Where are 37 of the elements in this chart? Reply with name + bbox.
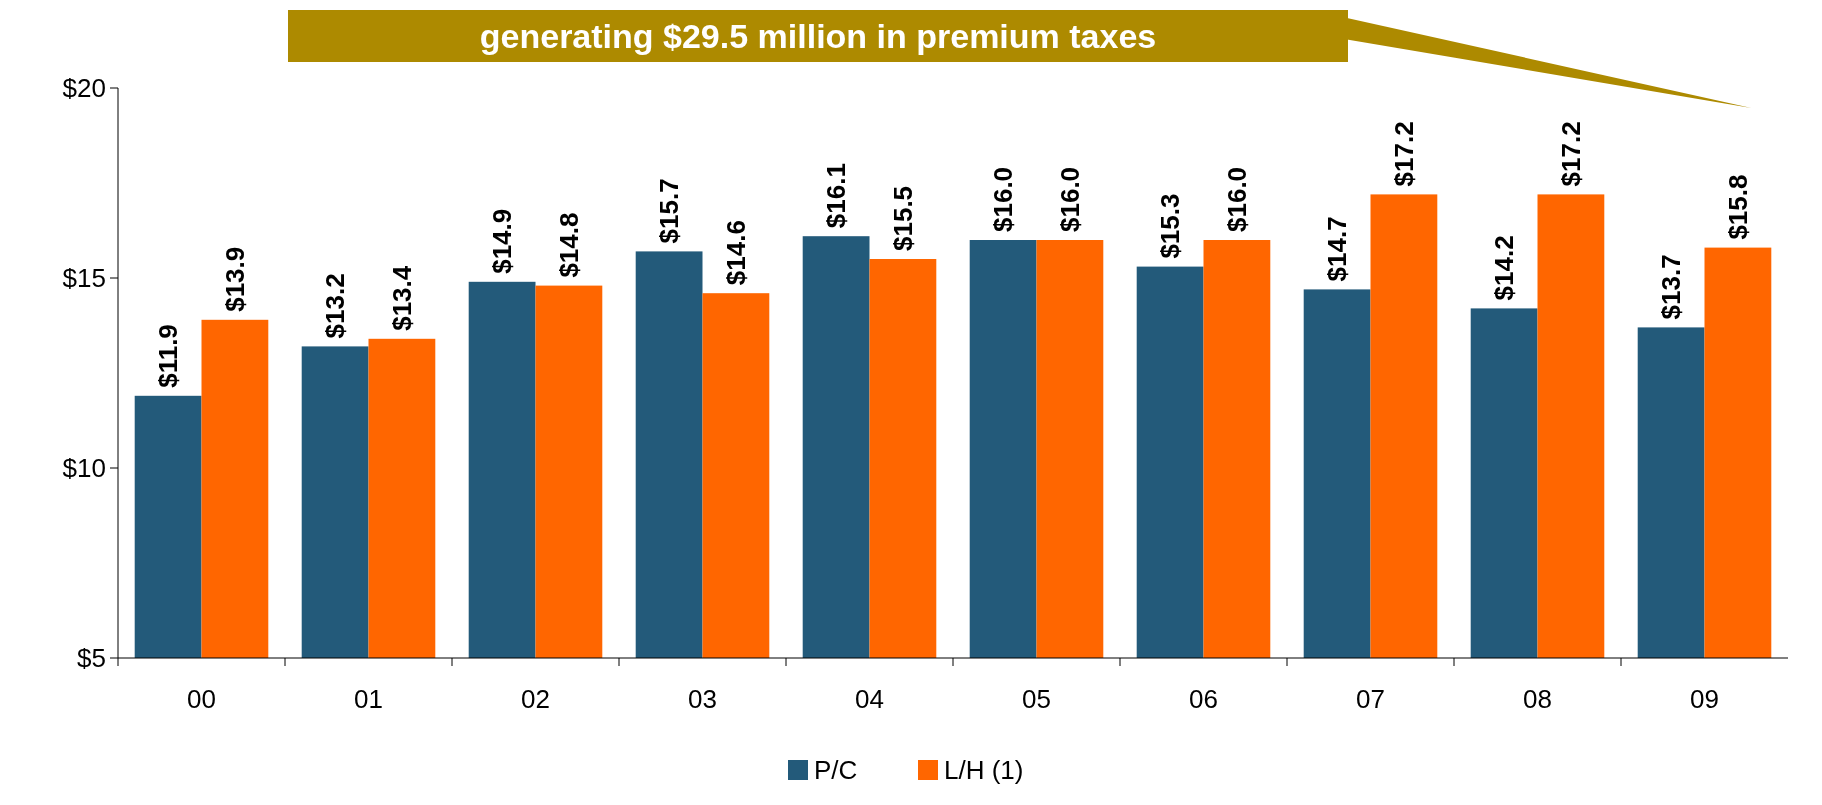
text: generating $29.5 million in premium taxes [479,17,1157,55]
data-label: $14.2 [1489,235,1520,301]
x-tick-label: 02 [521,684,550,714]
data-label: $15.5 [887,185,918,251]
data-label: $17.2 [1555,121,1586,187]
x-tick-label: 08 [1523,684,1552,714]
data-label: $13.4 [386,265,417,331]
data-label: $16.0 [1221,166,1252,232]
data-label: $15.8 [1722,174,1753,240]
x-tick-label: 03 [688,684,717,714]
data-label: $14.8 [553,212,584,278]
data-label: $15.3 [1155,193,1186,259]
x-tick-label: 04 [855,684,884,714]
y-tick-label: $20 [62,73,106,103]
data-label: $13.2 [320,273,351,339]
x-tick-label: 05 [1022,684,1051,714]
legend-label: L/H (1) [944,755,1024,785]
x-tick-label: 00 [187,684,216,714]
y-tick-label: $5 [77,643,106,673]
data-label: $16.0 [988,166,1019,232]
data-label: $14.7 [1322,216,1353,282]
data-label: $11.9 [153,324,184,388]
data-label: $17.2 [1388,121,1419,187]
x-tick-label: 07 [1356,684,1385,714]
y-tick-label: $10 [62,453,106,483]
data-label: $16.1 [821,163,852,229]
data-label: $13.7 [1656,254,1687,320]
x-tick-label: 09 [1690,684,1719,714]
data-label: $13.9 [219,246,250,312]
data-label: $14.9 [487,208,518,274]
legend-label: P/C [814,755,858,785]
data-label: $15.7 [654,178,685,244]
x-tick-label: 01 [354,684,383,714]
data-label: $14.6 [720,220,751,286]
data-label: $16.0 [1054,166,1085,232]
y-tick-label: $15 [62,263,106,293]
x-tick-label: 06 [1189,684,1218,714]
